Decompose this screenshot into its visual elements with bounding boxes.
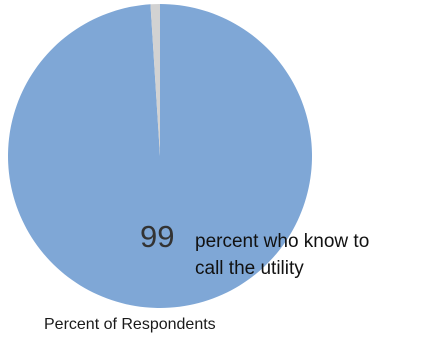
annotation-label-line2: call the utility: [195, 258, 304, 279]
pie-slice-0: [8, 4, 313, 308]
annotation-value: 99: [140, 219, 174, 254]
annotation-label-line1: percent who know to: [195, 231, 369, 252]
x-axis-label: Percent of Respondents: [44, 316, 216, 333]
pie-slice-1: [150, 4, 160, 156]
pie-slices: [8, 4, 313, 308]
